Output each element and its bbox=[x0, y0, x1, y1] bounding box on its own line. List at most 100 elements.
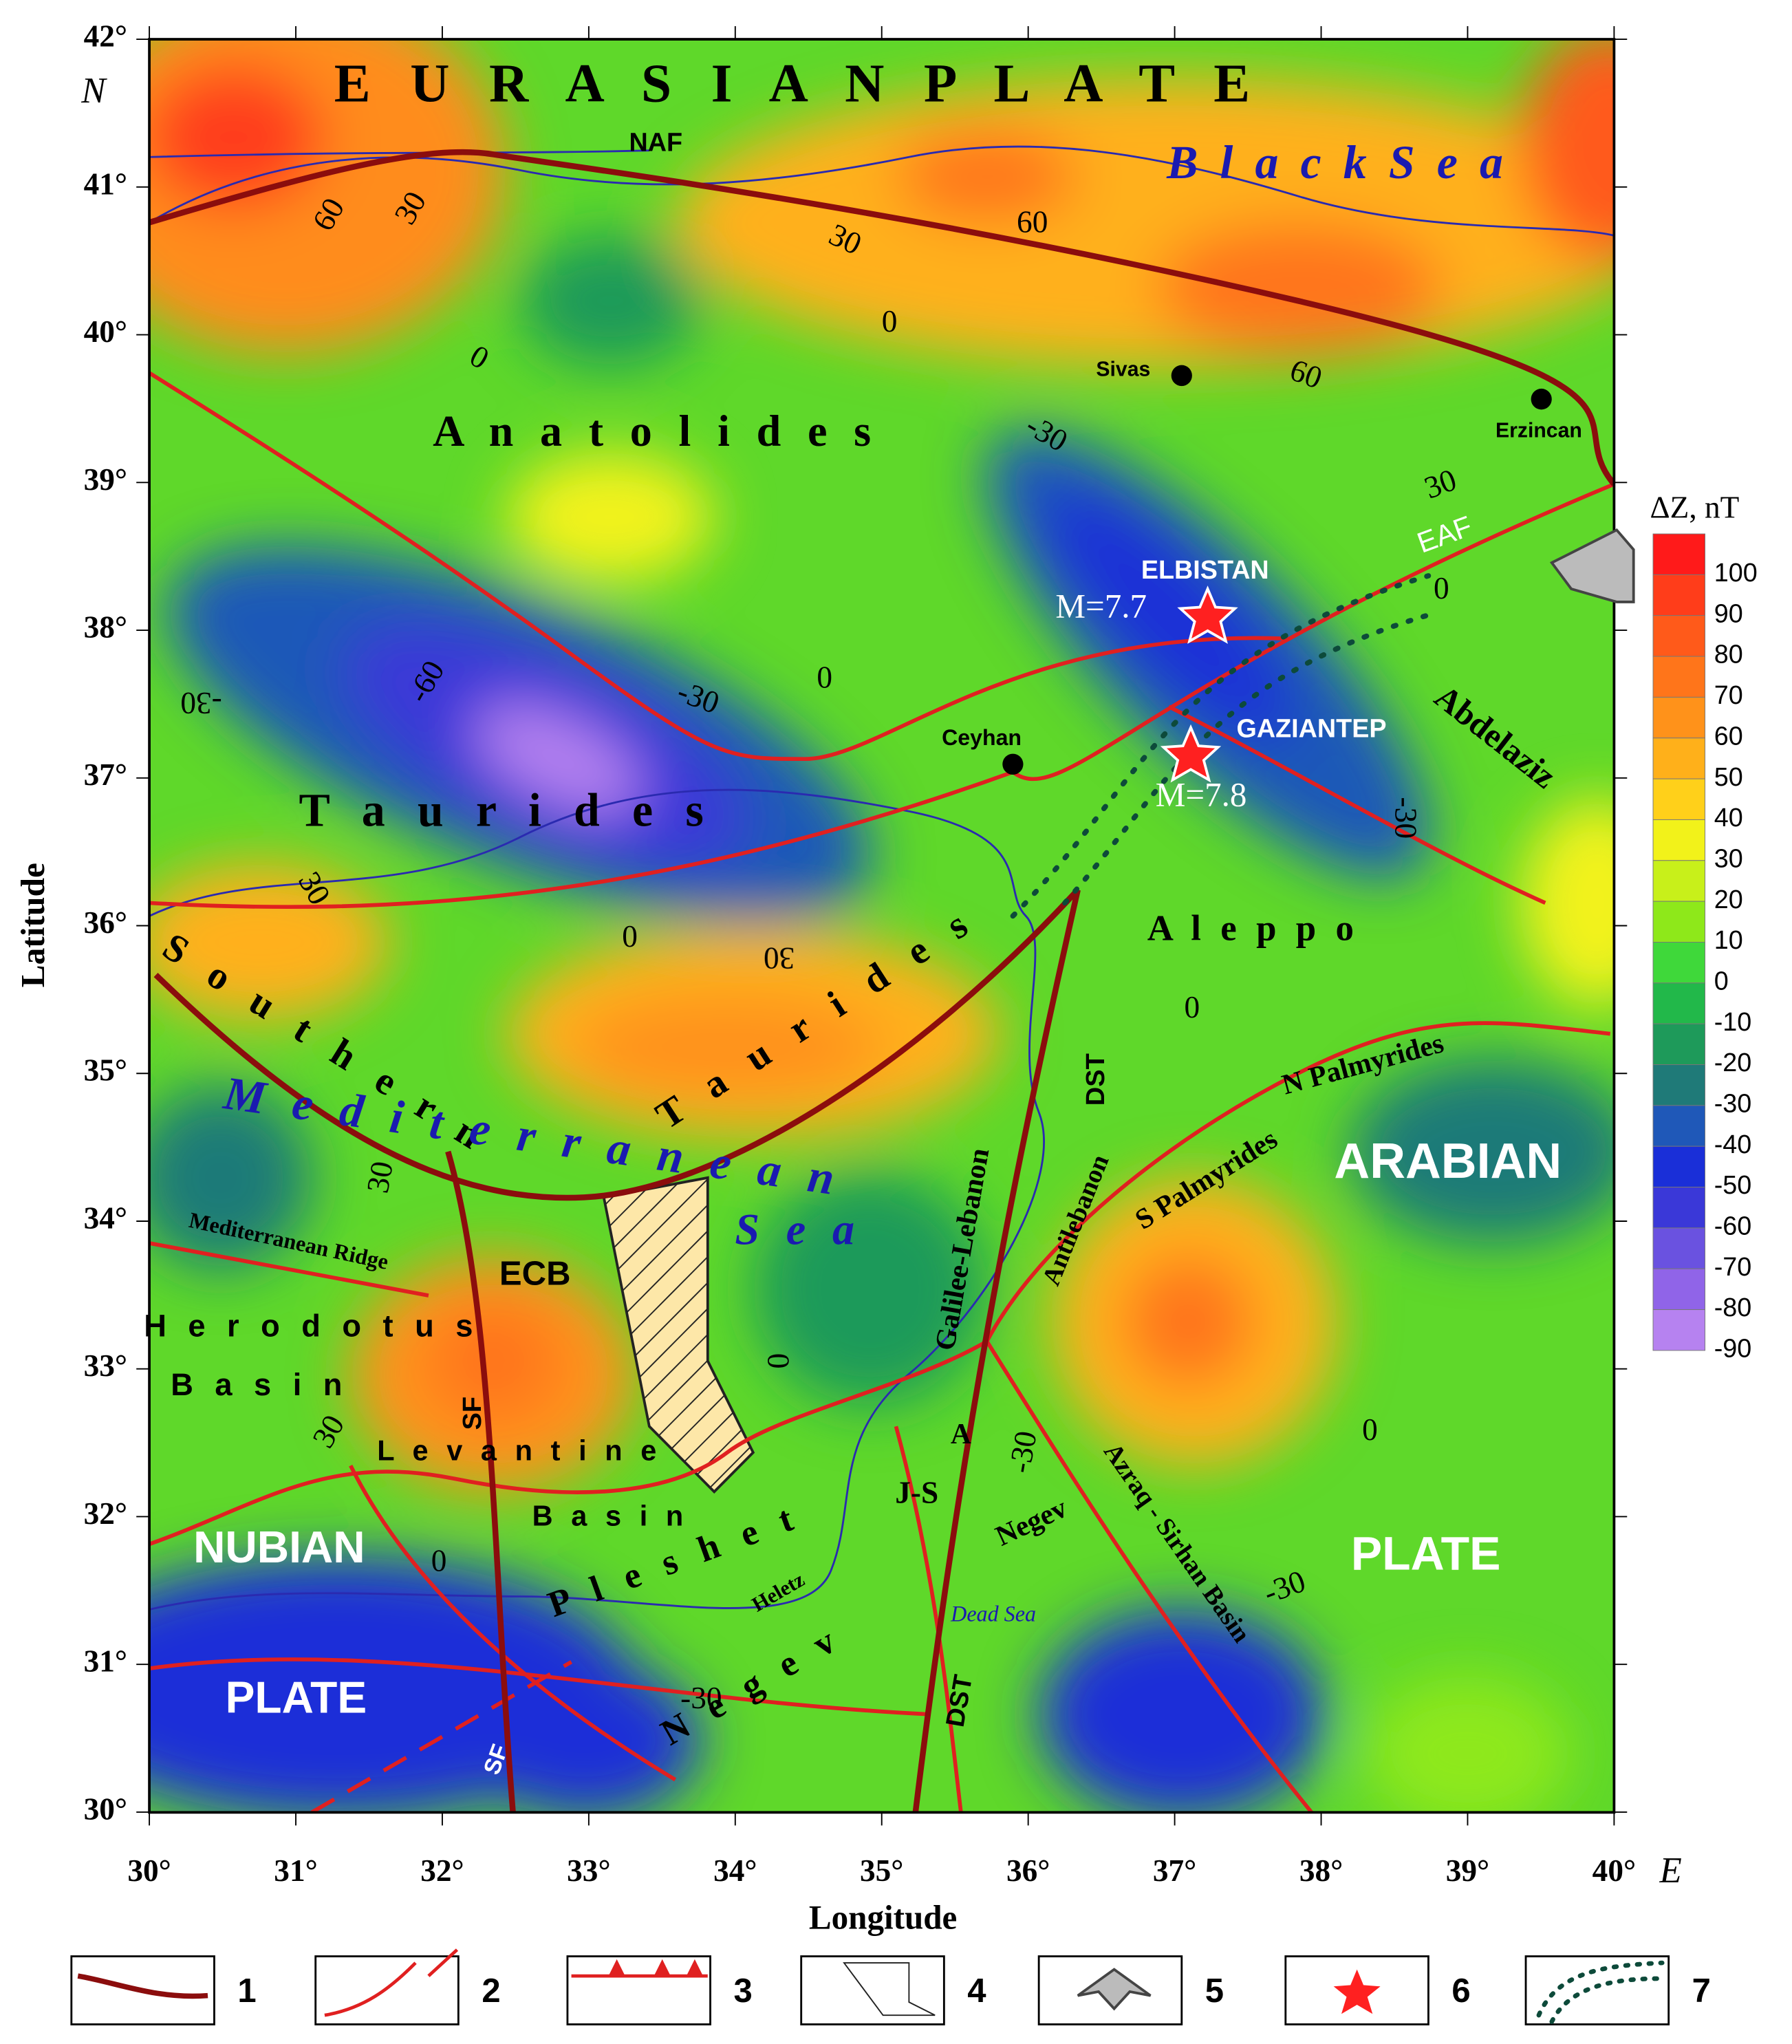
legend-label: 7 bbox=[1692, 1972, 1711, 2010]
colorbar-tick-label: 20 bbox=[1714, 885, 1743, 914]
colorbar-cell bbox=[1652, 1145, 1705, 1188]
colorbar-tick-label: 0 bbox=[1714, 967, 1729, 996]
x-tick-label: 38° bbox=[1299, 1853, 1343, 1888]
x-unit: E bbox=[1659, 1851, 1681, 1891]
colorbar-cell bbox=[1652, 1023, 1705, 1065]
contour-label: -30 bbox=[180, 686, 222, 721]
motion-arrow bbox=[1549, 528, 1635, 603]
y-tick-label: 39° bbox=[84, 462, 127, 497]
contour-label: 30 bbox=[764, 941, 795, 976]
legend-symbol bbox=[1333, 1969, 1381, 2014]
y-tick-label: 34° bbox=[84, 1200, 127, 1235]
colorbar: ΔZ, nT1009080706050403020100-10-20-30-40… bbox=[1650, 489, 1758, 1364]
map-label: Sivas bbox=[1096, 358, 1150, 380]
map-label: B l a c k S e a bbox=[1166, 136, 1508, 189]
contour-label: -30 bbox=[1388, 797, 1423, 839]
map-label: A n a t o l i d e s bbox=[433, 407, 878, 455]
colorbar-cell bbox=[1652, 1309, 1705, 1351]
map-label: NUBIAN bbox=[193, 1523, 365, 1572]
y-tick-label: 37° bbox=[84, 757, 127, 792]
y-tick-label: 38° bbox=[84, 609, 127, 644]
legend-symbol bbox=[324, 1948, 459, 2017]
y-axis-label: Latitude bbox=[14, 863, 52, 987]
contour-label: 0 bbox=[762, 1353, 797, 1369]
x-tick-label: 31° bbox=[274, 1853, 317, 1888]
colorbar-cell bbox=[1652, 1187, 1705, 1229]
contour-label: 60 bbox=[1017, 204, 1048, 239]
colorbar-tick-label: -50 bbox=[1714, 1171, 1752, 1200]
x-axis-label: Longitude bbox=[809, 1898, 957, 1936]
legend-box bbox=[566, 1955, 711, 2025]
y-tick-label: 35° bbox=[84, 1053, 127, 1088]
colorbar-cell bbox=[1652, 738, 1705, 779]
colorbar-tick-label: -40 bbox=[1714, 1130, 1752, 1159]
map-label: J-S bbox=[895, 1474, 938, 1509]
map-label: ECB bbox=[499, 1254, 571, 1292]
y-unit: N bbox=[80, 71, 107, 111]
colorbar-tick-label: 70 bbox=[1714, 681, 1743, 710]
map-label: L e v a n t i n e bbox=[377, 1434, 662, 1466]
map-label: B a s i n bbox=[171, 1367, 349, 1402]
map-label: A l e p p o bbox=[1147, 908, 1359, 948]
y-tick-label: 30° bbox=[84, 1791, 127, 1826]
colorbar-cell bbox=[1652, 941, 1705, 984]
y-tick-label: 33° bbox=[84, 1348, 127, 1383]
colorbar-cell bbox=[1652, 1064, 1705, 1106]
x-tick-label: 33° bbox=[567, 1853, 610, 1888]
x-tick-label: 39° bbox=[1446, 1853, 1489, 1888]
x-tick-label: 30° bbox=[127, 1853, 171, 1888]
legend-label: 1 bbox=[237, 1972, 256, 2010]
colorbar-tick-label: -10 bbox=[1714, 1008, 1752, 1037]
map-label: GAZIANTEP bbox=[1237, 714, 1387, 743]
map-label: DST bbox=[1081, 1053, 1110, 1106]
legend-symbol bbox=[1077, 1968, 1152, 2011]
legend-symbol bbox=[1536, 1960, 1665, 2024]
colorbar-tick-label: -60 bbox=[1714, 1212, 1752, 1240]
colorbar-tick-label: 30 bbox=[1714, 844, 1743, 873]
y-tick-label: 40° bbox=[84, 314, 127, 349]
map-label: S e a bbox=[735, 1205, 862, 1254]
colorbar-cell bbox=[1652, 1227, 1705, 1269]
contour-label: 0 bbox=[622, 918, 638, 954]
colorbar-tick-label: -90 bbox=[1714, 1334, 1752, 1363]
map-label: M=7.8 bbox=[1156, 775, 1247, 813]
x-tick-label: 32° bbox=[420, 1853, 464, 1888]
map-label: E U R A S I A N P L A T E bbox=[334, 53, 1263, 114]
legend-label: 4 bbox=[967, 1972, 986, 2010]
contour-label: -30 bbox=[680, 1680, 722, 1715]
y-tick-label: 36° bbox=[84, 905, 127, 940]
y-tick-label: 32° bbox=[84, 1496, 127, 1531]
x-tick-label: 40° bbox=[1593, 1853, 1636, 1888]
map-label: H e r o d o t u s bbox=[144, 1308, 479, 1343]
map-label: Dead Sea bbox=[950, 1601, 1036, 1626]
colorbar-tick-label: -70 bbox=[1714, 1253, 1752, 1282]
map-label: Erzincan bbox=[1496, 420, 1582, 442]
legend: 1 2 3 4 5 6 7 bbox=[70, 1948, 1711, 2025]
colorbar-tick-label: 90 bbox=[1714, 599, 1743, 628]
map-label: T a u r i d e s bbox=[299, 784, 713, 836]
map-label: B a s i n bbox=[532, 1499, 689, 1531]
colorbar-tick-label: -30 bbox=[1714, 1089, 1752, 1118]
contour-label: 0 bbox=[1362, 1412, 1378, 1447]
x-tick-label: 34° bbox=[713, 1853, 757, 1888]
colorbar-cell bbox=[1652, 696, 1705, 739]
axis-ticks: 30° 31° 32° 33° 34° 35° 36° 37° 38° 39° 40° E 42° 41°… bbox=[14, 18, 1681, 1936]
contour-label: 0 bbox=[817, 659, 832, 694]
colorbar-cell bbox=[1652, 1105, 1705, 1147]
colorbar-tick-label: -20 bbox=[1714, 1048, 1752, 1077]
legend-label: 6 bbox=[1451, 1972, 1470, 2010]
colorbar-tick-label: 60 bbox=[1714, 722, 1743, 751]
colorbar-cell bbox=[1652, 819, 1705, 861]
contour-label: 0 bbox=[1185, 989, 1200, 1024]
colorbar-cell bbox=[1652, 860, 1705, 902]
x-tick-label: 35° bbox=[860, 1853, 903, 1888]
map-label: SF bbox=[458, 1397, 487, 1430]
y-tick-label: 41° bbox=[84, 166, 127, 201]
legend-symbol bbox=[77, 1973, 208, 1999]
contour-label: 0 bbox=[431, 1542, 447, 1578]
map-label: Ceyhan bbox=[942, 725, 1022, 750]
map-label: ARABIAN bbox=[1334, 1134, 1562, 1189]
anomaly-field bbox=[149, 39, 1615, 1813]
legend-symbol bbox=[843, 1962, 936, 2016]
map-label: A bbox=[951, 1419, 971, 1450]
